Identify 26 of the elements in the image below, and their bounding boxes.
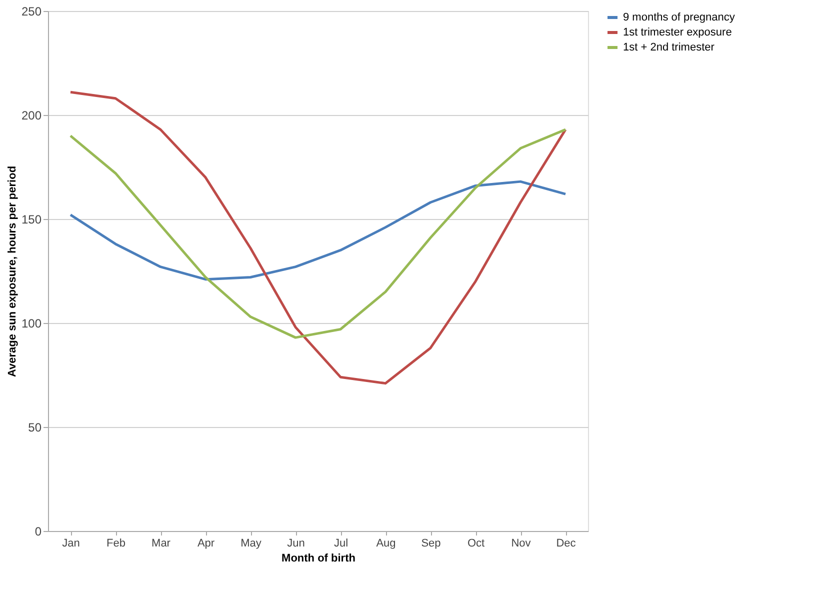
x-tick-label: Jun <box>287 538 305 550</box>
x-tick-label: Jan <box>62 538 80 550</box>
y-tick-label: 50 <box>28 420 42 434</box>
x-tick-label: Apr <box>197 538 215 550</box>
x-tick-label: May <box>240 538 262 550</box>
legend-label: 1st trimester exposure <box>623 26 732 38</box>
x-tick-label: Jul <box>334 538 348 550</box>
line-series <box>69 180 567 281</box>
x-tick-label: Feb <box>106 538 126 550</box>
y-tick-label: 250 <box>21 4 42 18</box>
y-tick-label: 100 <box>21 316 42 330</box>
x-tick-label: Dec <box>556 538 576 550</box>
x-tick-label: Mar <box>152 538 171 550</box>
y-axis-title: Average sun exposure, hours per period <box>6 166 18 378</box>
x-tick-label: Aug <box>376 538 396 550</box>
line-series <box>69 128 567 339</box>
y-tick-label: 200 <box>21 108 42 122</box>
legend-label: 1st + 2nd trimester <box>623 42 715 54</box>
line-series <box>69 90 567 385</box>
y-tick-label: 0 <box>34 524 42 538</box>
x-tick-label: Nov <box>511 538 532 550</box>
x-axis-title: Month of birth <box>282 552 356 564</box>
x-tick-label: Oct <box>467 538 485 550</box>
y-tick-label: 150 <box>21 212 42 226</box>
legend-label: 9 months of pregnancy <box>623 12 736 24</box>
x-tick-label: Sep <box>421 538 441 550</box>
